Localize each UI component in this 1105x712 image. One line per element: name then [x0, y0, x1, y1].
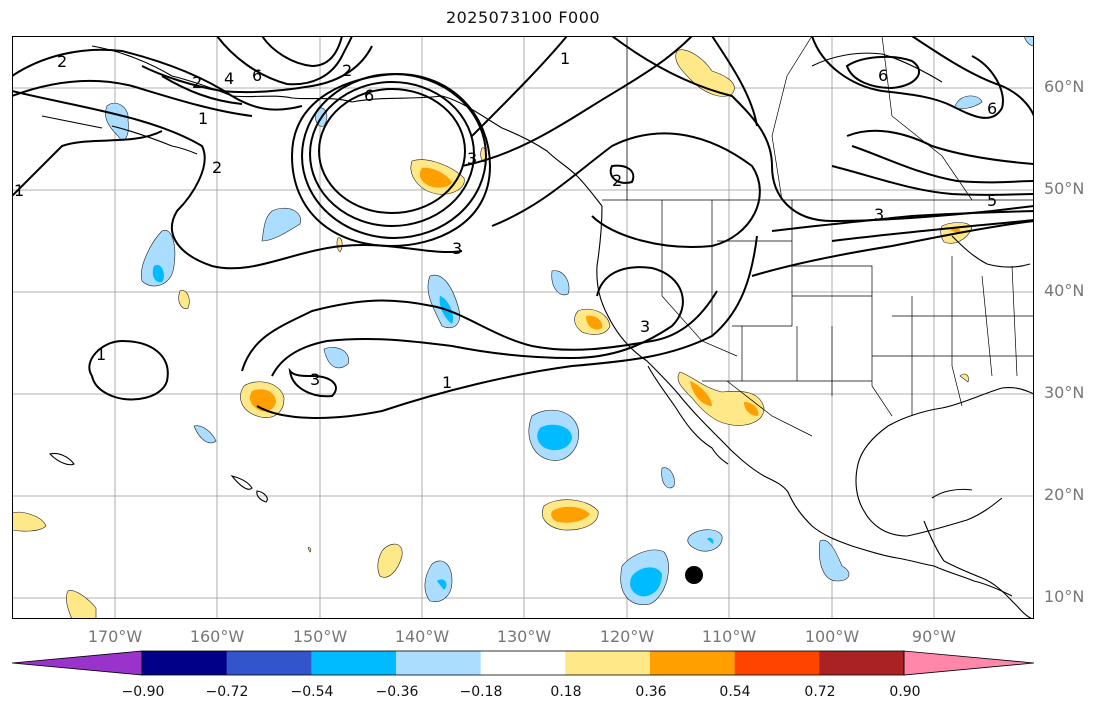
- contour-label: 6: [364, 86, 374, 105]
- lat-label: 30°N: [1044, 383, 1085, 402]
- colorbar-swatch: [12, 650, 143, 676]
- contour-label: 2: [57, 52, 67, 71]
- colorbar-swatch: [650, 651, 736, 675]
- colorbar: [12, 650, 1034, 676]
- lon-label: 160°W: [189, 627, 245, 646]
- contour-label: 3: [452, 239, 462, 258]
- lon-label: 100°W: [804, 627, 860, 646]
- colorbar-tick-label: −0.54: [290, 684, 334, 700]
- negative-anomaly-shading: [105, 36, 1034, 606]
- lat-label: 50°N: [1044, 179, 1085, 198]
- colorbar-tick-label: 0.72: [804, 684, 836, 700]
- lon-label: 110°W: [701, 627, 757, 646]
- contour-label: 4: [224, 69, 234, 88]
- contour-label: 6: [878, 66, 888, 85]
- colorbar-tick-label: −0.18: [459, 684, 503, 700]
- contour-label: 1: [198, 109, 208, 128]
- lon-label: 130°W: [496, 627, 552, 646]
- contour-label: 1: [96, 345, 106, 364]
- lon-label: 150°W: [292, 627, 348, 646]
- contour-label: 1: [14, 181, 24, 200]
- contour-label: 1: [442, 373, 452, 392]
- contour-label: 2: [192, 73, 202, 92]
- contour-label: 3: [874, 205, 884, 224]
- colorbar-swatch: [819, 651, 905, 675]
- contour-label-group: 2 2 4 6 6 2 1 1 2 6 6 5 3 2 3 3 3 1 1 3 …: [14, 49, 997, 392]
- colorbar-swatch: [226, 651, 312, 675]
- colorbar-tick-label: 0.18: [550, 684, 582, 700]
- colorbar-tick-label: −0.90: [121, 684, 165, 700]
- colorbar-tick-label: −0.36: [375, 684, 419, 700]
- colorbar-tick-label: 0.54: [719, 684, 751, 700]
- contour-label: 1: [560, 49, 570, 68]
- contour-label: 2: [612, 171, 622, 190]
- contour-label: 2: [212, 158, 222, 177]
- contour-label: 2: [342, 61, 352, 80]
- contour-label: 3: [640, 317, 650, 336]
- contour-lines: [12, 36, 1034, 419]
- colorbar-swatch: [565, 651, 651, 675]
- map-canvas[interactable]: 2 2 4 6 6 2 1 1 2 6 6 5 3 2 3 3 3 1 1 3 …: [12, 36, 1034, 619]
- colorbar-swatch: [142, 651, 228, 675]
- contour-label: 6: [987, 99, 997, 118]
- lat-label: 40°N: [1044, 281, 1085, 300]
- colorbar-tick-label: −0.72: [205, 684, 249, 700]
- lon-label: 90°W: [911, 627, 957, 646]
- contour-label: 3: [467, 149, 477, 168]
- lat-label: 20°N: [1044, 485, 1085, 504]
- political-borders: [602, 36, 1034, 437]
- lon-label: 170°W: [87, 627, 143, 646]
- map-title: 2025073100 F000: [445, 8, 601, 27]
- coastlines: [41, 45, 1034, 619]
- lat-label: 10°N: [1044, 587, 1085, 606]
- positive-anomaly-shading: [12, 49, 973, 619]
- colorbar-tick-label: 0.36: [635, 684, 667, 700]
- storm-center-marker: [685, 566, 703, 584]
- colorbar-swatch: [311, 651, 397, 675]
- colorbar-swatch: [903, 650, 1034, 676]
- contour-label: 5: [987, 191, 997, 210]
- lon-label: 120°W: [599, 627, 655, 646]
- contour-label: 3: [310, 370, 320, 389]
- colorbar-swatch: [396, 651, 482, 675]
- lon-label: 140°W: [394, 627, 450, 646]
- colorbar-tick-label: 0.90: [889, 684, 921, 700]
- contour-label: 6: [252, 66, 262, 85]
- colorbar-swatch: [480, 651, 566, 675]
- lat-label: 60°N: [1044, 77, 1085, 96]
- colorbar-swatch: [734, 651, 820, 675]
- colorbar-outline: [141, 650, 905, 676]
